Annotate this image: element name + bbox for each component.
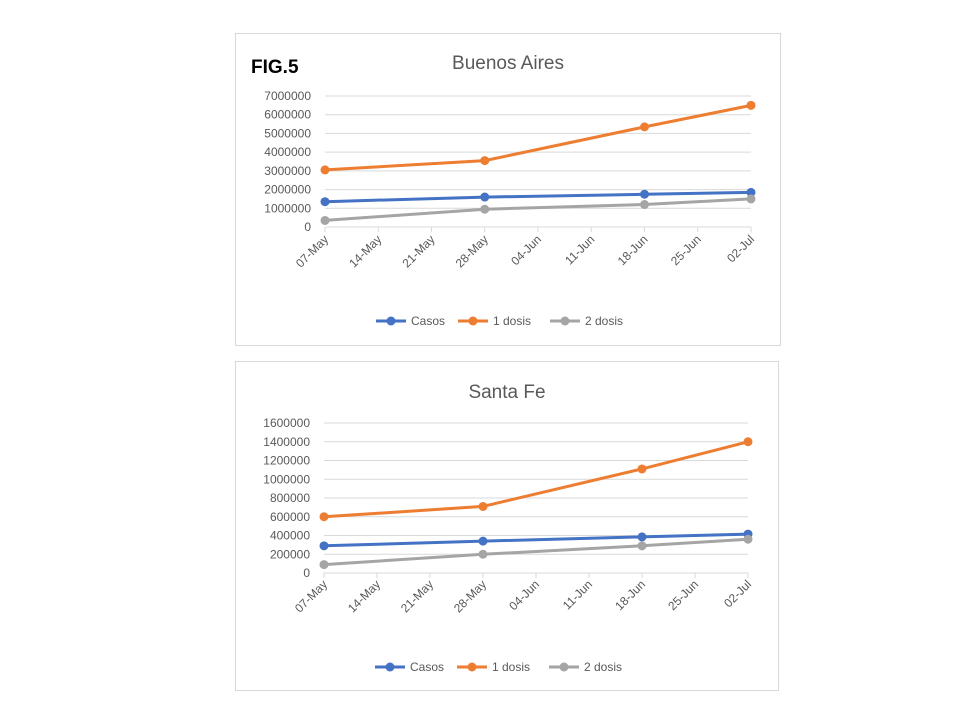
x-tick-label: 21-May (399, 232, 437, 270)
y-tick-label: 200000 (270, 547, 310, 561)
data-point-1-dosis (743, 437, 753, 447)
y-tick-label: 1000000 (264, 201, 311, 215)
y-tick-label: 5000000 (264, 126, 311, 140)
data-point-casos (637, 532, 647, 542)
data-point-casos (746, 187, 756, 197)
x-tick-label: 02-Jul (724, 232, 757, 265)
series-line-1-dosis (324, 103, 752, 172)
x-tick-label: 11-Jun (560, 577, 595, 612)
buenos-aires-chart-title: Buenos Aires (452, 53, 564, 74)
x-tick-label: 28-May (453, 232, 491, 270)
y-tick-label: 4000000 (264, 145, 311, 159)
x-tick-label: 14-May (346, 232, 384, 270)
y-tick-label: 1200000 (263, 454, 310, 468)
data-point-2-dosis (746, 194, 756, 204)
santa-fe-line-chart: Santa Fe 0 200000 400000 600000 800000 1000000… (263, 382, 754, 674)
x-tick-label: 07-May (293, 232, 331, 270)
legend-item-casos: Casos (375, 660, 444, 674)
y-tick-label: 400000 (270, 529, 310, 543)
data-point-1-dosis (640, 122, 649, 132)
legend-label: Casos (411, 314, 445, 328)
x-tick-label: 25-Jun (668, 232, 704, 268)
y-tick-label: 6000000 (264, 108, 311, 122)
y-tick-label: 0 (303, 566, 310, 580)
data-point-1-dosis (319, 512, 329, 522)
legend-label: 1 dosis (492, 660, 530, 674)
x-tick-label: 21-May (398, 577, 436, 615)
figure-label: FIG.5 (251, 57, 299, 78)
y-tick-label: 800000 (270, 491, 310, 505)
y-tick-label: 3000000 (264, 164, 311, 178)
data-point-casos (480, 192, 490, 202)
series-line-casos (324, 190, 752, 204)
x-tick-label: 25-Jun (665, 577, 701, 613)
data-point-2-dosis (320, 215, 330, 225)
legend-label: Casos (410, 660, 444, 674)
x-tick-label: 04-Jun (508, 232, 544, 268)
santa-fe-chart-title: Santa Fe (468, 382, 545, 403)
y-tick-label: 1600000 (263, 416, 310, 430)
y-tick-label: 0 (304, 220, 311, 234)
legend-label: 2 dosis (584, 660, 622, 674)
series-line-2-dosis (323, 537, 749, 567)
legend-marker (386, 316, 396, 326)
legend-item-2-dosis: 2 dosis (550, 314, 623, 328)
data-point-2-dosis (640, 200, 649, 210)
data-point-1-dosis (637, 464, 647, 474)
x-tick-label: 07-May (292, 577, 330, 615)
data-point-casos (319, 541, 329, 551)
x-tick-label: 11-Jun (562, 232, 597, 267)
x-tick-label: 02-Jul (721, 577, 754, 610)
x-tick-label: 28-May (451, 577, 489, 615)
x-tick-label: 18-Jun (612, 577, 648, 613)
y-tick-label: 1000000 (263, 472, 310, 486)
buenos-aires-line-chart: Buenos Aires 0 1000000 2000000 3000000 400000… (264, 53, 757, 328)
legend-label: 2 dosis (585, 314, 623, 328)
data-point-casos (478, 536, 488, 546)
legend-item-1-dosis: 1 dosis (458, 314, 531, 328)
x-tick-label: 04-Jun (506, 577, 542, 613)
data-point-1-dosis (746, 100, 756, 110)
santa-fe-chart-panel (235, 361, 779, 691)
data-point-casos (320, 197, 330, 207)
data-point-1-dosis (478, 501, 488, 511)
legend-marker (385, 662, 395, 672)
x-tick-label: 14-May (345, 577, 383, 615)
legend-item-1-dosis: 1 dosis (457, 660, 530, 674)
data-point-1-dosis (320, 165, 330, 175)
data-point-2-dosis (478, 549, 488, 559)
legend-item-2-dosis: 2 dosis (549, 660, 622, 674)
y-tick-label: 7000000 (264, 89, 311, 103)
data-point-2-dosis (743, 534, 753, 544)
legend-marker (560, 316, 570, 326)
legend-marker (468, 316, 478, 326)
series-line-2-dosis (324, 197, 752, 222)
series-line-casos (323, 532, 749, 548)
x-tick-label: 18-Jun (615, 232, 651, 268)
data-point-2-dosis (319, 560, 329, 570)
y-tick-label: 1400000 (263, 435, 310, 449)
series-line-1-dosis (323, 440, 749, 519)
data-point-2-dosis (480, 204, 490, 214)
data-point-1-dosis (480, 156, 490, 166)
legend-marker (559, 662, 569, 672)
legend-item-casos: Casos (376, 314, 445, 328)
data-point-2-dosis (637, 541, 647, 551)
data-point-casos (640, 189, 649, 199)
legend-label: 1 dosis (493, 314, 531, 328)
y-tick-label: 600000 (270, 510, 310, 524)
legend-marker (467, 662, 477, 672)
y-tick-label: 2000000 (264, 183, 311, 197)
